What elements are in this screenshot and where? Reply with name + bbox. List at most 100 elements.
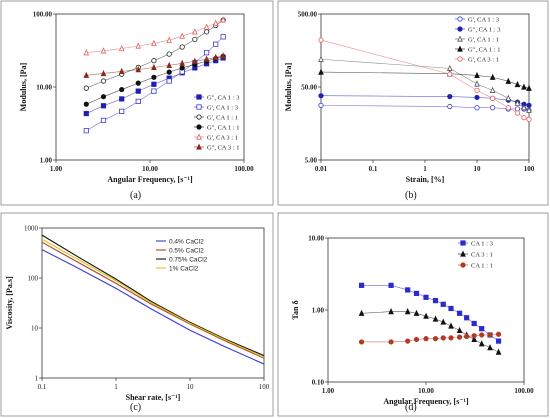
data-point [474,80,480,87]
legend-marker [460,240,466,246]
x-tick-label: 1 [114,383,118,391]
y-axis-label: Modulus, [Pa] [284,62,293,111]
legend: G', CA 1 : 3 G", CA 1 : 3 G', CA 1 : 1 G", … [455,16,500,64]
data-point [526,84,532,91]
data-point [179,44,185,50]
series-4 [318,68,532,91]
data-point [464,315,470,321]
data-point [423,294,429,300]
series-line [41,238,265,358]
data-point [151,81,157,87]
data-point [151,58,157,64]
data-point [432,315,439,322]
data-point [213,41,219,47]
data-point [358,339,365,345]
data-point [448,305,454,312]
plots-layer: 1.00 10.00 100.00 1.00 10.00 100.00 Angular Fr… [5,11,535,407]
data-point [514,81,521,88]
y-tick-label: 10.00 [308,235,324,243]
data-point [478,340,485,347]
data-point [404,308,411,315]
data-point [440,301,446,307]
series-line [361,311,499,353]
data-point [490,95,496,101]
data-point [220,16,226,23]
data-point [166,51,172,57]
legend-entry: G", CA 1 : 3 [468,27,500,34]
y-tick-label: 500.00 [298,11,318,19]
data-point [471,335,477,343]
legend-marker [457,56,463,62]
legend-entry: G', CA 1 : 3 [207,105,238,112]
y-axis-label: Tan δ [291,300,300,319]
data-point [100,103,107,109]
data-point [151,63,157,70]
data-point [151,74,157,80]
data-point [151,39,157,46]
data-point [448,322,454,329]
series-3 [358,331,502,345]
legend-marker [457,26,463,32]
legend-entry: G', CA 1 : 1 [468,37,499,44]
data-point [447,103,453,110]
data-point [495,331,502,337]
data-point [440,335,446,341]
data-point [318,55,324,62]
data-point [521,83,527,90]
y-tick-label: 100 [28,275,39,283]
panel-d-caption: (d) [405,402,417,413]
data-point [514,99,521,106]
data-point [212,53,219,61]
data-point [456,310,463,316]
data-point [83,85,89,91]
data-point [83,110,89,117]
series-6 [83,52,226,78]
series-1 [318,102,532,113]
legend-entry: G", CA 3 : 1 [207,145,239,152]
data-point [495,338,502,344]
x-tick-label: 1.00 [322,387,335,395]
data-point [135,80,141,86]
series-5 [318,37,532,122]
y-tick-label: 0.10 [312,379,325,387]
data-point [521,115,527,121]
data-point [203,50,210,56]
data-point [119,96,125,102]
data-point [495,348,502,355]
y-axis-label: Modulus, [Pa] [19,62,28,111]
data-point [471,333,477,339]
data-point [471,320,477,327]
data-point [413,290,420,297]
data-point [135,88,141,94]
x-tick-label: 100.00 [514,387,534,395]
y-tick-label: 100.00 [33,11,53,19]
x-tick-label: 0.1 [369,165,378,173]
data-point [192,57,198,64]
data-point [179,59,186,66]
data-point [358,309,365,316]
data-point [446,64,453,71]
series-line [320,105,530,111]
data-point [119,108,125,114]
data-point [423,312,429,319]
y-tick-label: 1.00 [40,157,53,165]
data-point [318,93,324,99]
legend-marker [457,35,463,42]
data-point [479,326,485,332]
panel-d-frame [277,212,549,417]
data-point [388,282,394,288]
data-point [474,105,480,111]
x-tick-label: 100 [259,383,270,391]
legend-marker [457,45,463,52]
data-point [166,69,172,75]
data-point [432,298,439,304]
data-point [118,67,125,75]
data-point [474,87,480,93]
data-point [447,93,453,100]
data-point [135,42,142,49]
x-tick-label: 10 [474,165,482,173]
legend-entry: G", CA 1 : 3 [207,95,239,102]
legend-entry: 1% CaCl2 [169,266,199,273]
